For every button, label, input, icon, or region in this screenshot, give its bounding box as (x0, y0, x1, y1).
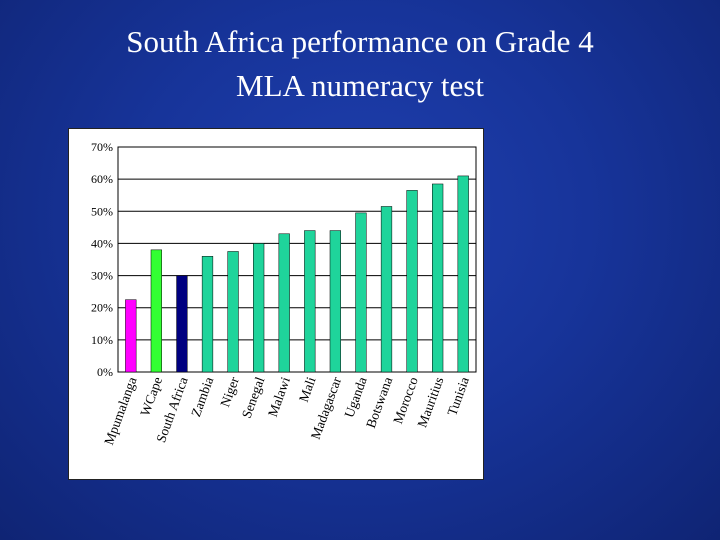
bar (227, 251, 239, 373)
x-tick-label: Mali (296, 375, 319, 404)
x-tick-label: WCape (137, 375, 165, 418)
x-tick-label: Tunisia (444, 375, 472, 418)
bar (150, 249, 162, 373)
x-tick-label: Niger (217, 374, 242, 408)
bar (355, 212, 367, 373)
x-tick-label: Senegal (239, 375, 268, 421)
bar (304, 230, 316, 373)
x-tick-label: Mpumalanga (101, 375, 139, 447)
slide-title: South Africa performance on Grade 4 MLA … (0, 20, 720, 108)
y-tick-label: 10% (91, 333, 113, 347)
y-tick-label: 0% (97, 365, 113, 379)
bar (380, 206, 393, 373)
bar (457, 175, 469, 373)
slide-title-line-2: MLA numeracy test (236, 68, 484, 103)
bar (329, 230, 341, 373)
y-tick-label: 50% (91, 204, 113, 218)
x-tick-label: Uganda (341, 375, 369, 420)
bar (432, 183, 444, 373)
y-tick-label: 30% (91, 269, 113, 283)
slide-title-line-1: South Africa performance on Grade 4 (126, 24, 594, 59)
bar (406, 190, 418, 373)
x-tick-label: Zambia (188, 375, 216, 419)
bar (253, 243, 265, 373)
y-tick-label: 60% (91, 172, 113, 186)
y-tick-label: 40% (91, 236, 113, 250)
plot-area-frame (117, 146, 477, 373)
y-tick-label: 20% (91, 301, 113, 315)
y-tick-label: 70% (91, 140, 113, 154)
bar (201, 256, 214, 373)
chart-panel: 0% 10% 20% 30% 40% 50% 60% 70% Mpumalanga WCape So… (68, 128, 484, 480)
x-tick-label: Malawi (265, 375, 293, 419)
bar (176, 275, 188, 373)
bar (125, 299, 137, 373)
bar (278, 233, 290, 373)
bar-chart: 0%10%20%30%40%50%60%70%MpumalangaWCapeSo… (91, 140, 477, 447)
